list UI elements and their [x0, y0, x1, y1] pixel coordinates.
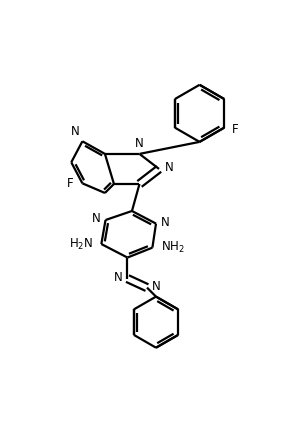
Text: F: F	[232, 123, 238, 136]
Text: H$_2$N: H$_2$N	[69, 236, 93, 252]
Text: N: N	[151, 279, 160, 293]
Text: N: N	[161, 216, 169, 229]
Text: N: N	[114, 271, 123, 284]
Text: F: F	[67, 177, 73, 190]
Text: NH$_2$: NH$_2$	[161, 239, 185, 255]
Text: N: N	[92, 212, 101, 225]
Text: N: N	[71, 125, 79, 138]
Text: N: N	[164, 161, 173, 174]
Text: N: N	[135, 137, 143, 150]
